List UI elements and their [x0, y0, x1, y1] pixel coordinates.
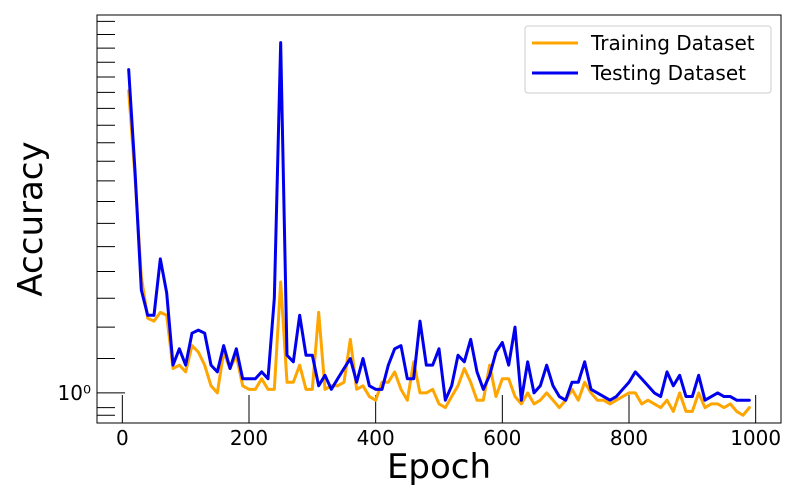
y-tick-label: 10⁰ [58, 381, 91, 405]
x-axis: 0 200 400 600 800 1000 [116, 395, 781, 450]
x-tick-label: 0 [116, 426, 129, 450]
legend-label-training: Training Dataset [590, 31, 755, 55]
x-tick-label: 800 [610, 426, 648, 450]
y-axis: 10⁰ [58, 20, 125, 416]
x-tick-label: 400 [357, 426, 395, 450]
x-tick-label: 1000 [730, 426, 781, 450]
legend-label-testing: Testing Dataset [590, 61, 746, 85]
series-layer [127, 41, 751, 417]
x-tick-label: 200 [230, 426, 268, 450]
x-tick-label: 600 [483, 426, 521, 450]
y-axis-label: Accuracy [11, 141, 51, 296]
legend-box [524, 25, 772, 94]
x-axis-label: Epoch [387, 447, 491, 487]
legend: Training Dataset Testing Dataset [524, 25, 772, 94]
series-line-testing [127, 41, 751, 402]
